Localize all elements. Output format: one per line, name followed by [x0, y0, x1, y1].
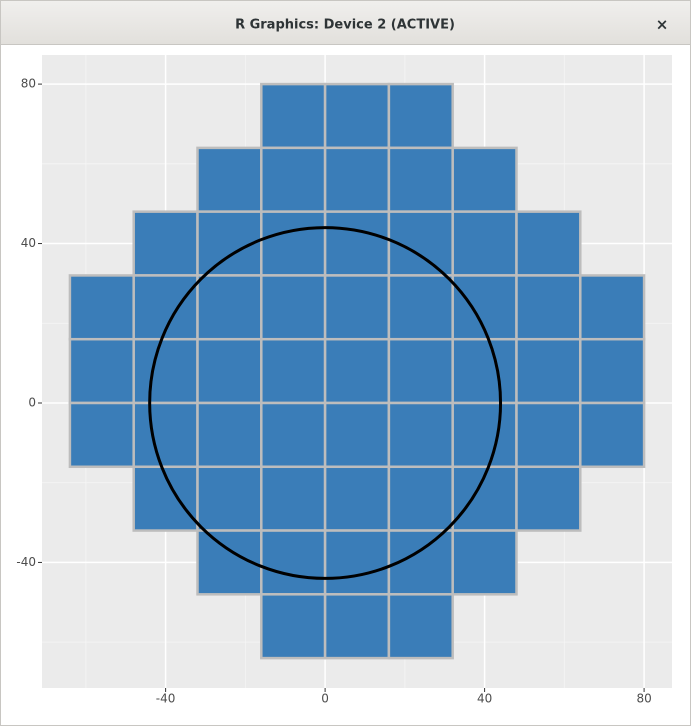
tile [260, 465, 327, 532]
tile [323, 465, 391, 532]
tile [196, 337, 263, 405]
tile [515, 274, 582, 341]
tile [387, 82, 454, 150]
tile [387, 593, 454, 660]
tile [323, 82, 391, 150]
tile [132, 337, 199, 405]
window-title: R Graphics: Device 2 (ACTIVE) [235, 18, 455, 33]
tile [579, 337, 646, 405]
y-tick-label: 40 [21, 236, 36, 250]
tile [451, 210, 518, 277]
tile [579, 274, 646, 341]
tile [196, 465, 263, 532]
tile [260, 529, 327, 596]
tile [323, 337, 391, 405]
tile [196, 274, 263, 341]
tile [196, 146, 263, 213]
tile [387, 465, 454, 532]
tile [323, 210, 391, 277]
tile [323, 274, 391, 341]
tile [387, 274, 454, 341]
tile [260, 593, 327, 660]
tile [68, 401, 135, 469]
tile [323, 146, 391, 213]
tile [451, 337, 518, 405]
tile [323, 401, 391, 469]
y-tick-label: 0 [28, 395, 36, 409]
tile [451, 401, 518, 469]
close-button[interactable]: × [656, 16, 669, 34]
tile [451, 146, 518, 213]
tile [132, 401, 199, 469]
tile [68, 337, 135, 405]
tile [260, 210, 327, 277]
x-tick-label: -40 [156, 692, 176, 706]
tile [260, 82, 327, 150]
tile [387, 146, 454, 213]
tile [451, 529, 518, 596]
tile [387, 401, 454, 469]
title-bar [1, 1, 690, 44]
circle [148, 226, 503, 580]
y-tick-label: 80 [21, 77, 36, 91]
tile [323, 529, 391, 596]
tile [387, 337, 454, 405]
x-tick-label: 80 [636, 692, 651, 706]
tile [515, 210, 582, 277]
tile [515, 337, 582, 405]
tile [196, 401, 263, 469]
x-tick-label: 40 [477, 692, 492, 706]
tile [132, 210, 199, 277]
tile [323, 593, 391, 660]
x-tick-label: 0 [321, 692, 329, 706]
tile [260, 337, 327, 405]
tile [515, 401, 582, 469]
tile [515, 465, 582, 532]
tile [68, 274, 135, 341]
tile [579, 401, 646, 469]
tile [260, 274, 327, 341]
y-tick-label: -40 [16, 555, 36, 569]
tile [260, 401, 327, 469]
tile [260, 146, 327, 213]
